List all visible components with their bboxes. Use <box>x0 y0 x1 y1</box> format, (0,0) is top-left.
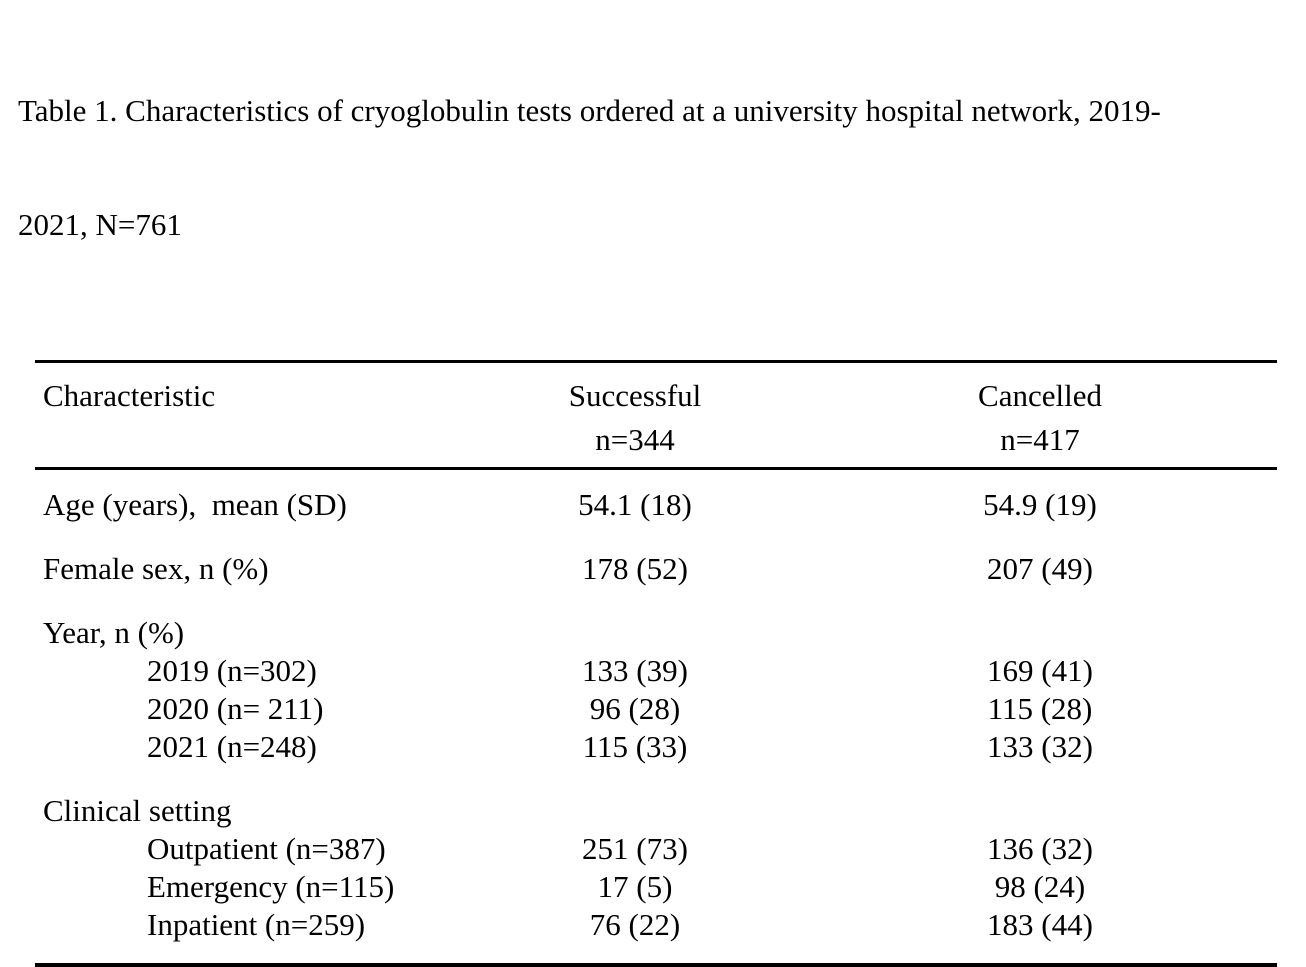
row-label: Year, n (%) <box>43 615 185 650</box>
successful-value: 251 (73) <box>582 831 688 866</box>
table-body: Age (years), mean (SD) 54.1 (18) 54.9 (1… <box>35 470 1277 963</box>
row-label: Outpatient (n=387) <box>147 831 386 866</box>
table-row: Age (years), mean (SD) 54.1 (18) 54.9 (1… <box>35 486 1277 524</box>
row-label: 2021 (n=248) <box>147 729 317 764</box>
successful-value: 115 (33) <box>582 729 688 764</box>
row-label: Female sex, n (%) <box>43 551 269 586</box>
cancelled-value: 207 (49) <box>987 551 1093 586</box>
column-header-cancelled: Cancelled n=417 <box>803 374 1277 462</box>
cancelled-value: 98 (24) <box>994 869 1086 904</box>
table-caption-line-2: 2021, N=761 <box>18 207 182 242</box>
successful-value: 17 (5) <box>597 869 673 904</box>
cancelled-value: 183 (44) <box>987 907 1093 942</box>
cancelled-value: 54.9 (19) <box>983 487 1097 522</box>
table-row: Clinical setting <box>35 792 1277 830</box>
row-label: 2019 (n=302) <box>147 653 317 688</box>
cancelled-value <box>803 792 1277 830</box>
cancelled-value: 169 (41) <box>987 653 1093 688</box>
cancelled-header-n: n=417 <box>1000 422 1080 457</box>
successful-value <box>467 614 803 652</box>
successful-header-n: n=344 <box>595 422 675 457</box>
successful-value <box>467 792 803 830</box>
successful-value: 96 (28) <box>589 691 681 726</box>
successful-value: 178 (52) <box>582 551 688 586</box>
table-row: 2019 (n=302) 133 (39) 169 (41) <box>35 652 1277 690</box>
table-caption: Table 1. Characteristics of cryoglobulin… <box>18 16 1300 320</box>
table-caption-line-1: Table 1. Characteristics of cryoglobulin… <box>18 93 1161 128</box>
cancelled-value: 115 (28) <box>987 691 1093 726</box>
table-row: Female sex, n (%) 178 (52) 207 (49) <box>35 550 1277 588</box>
row-label: Inpatient (n=259) <box>147 907 366 942</box>
cancelled-value: 133 (32) <box>987 729 1093 764</box>
successful-value: 76 (22) <box>589 907 681 942</box>
table-row: Inpatient (n=259) 76 (22) 183 (44) <box>35 906 1277 944</box>
cancelled-header-label: Cancelled <box>978 378 1102 413</box>
row-label: Emergency (n=115) <box>147 869 395 904</box>
cancelled-value <box>803 614 1277 652</box>
successful-header-label: Successful <box>568 378 702 413</box>
row-label: 2020 (n= 211) <box>147 691 324 726</box>
table-header-row: Characteristic Successful n=344 Cancelle… <box>35 363 1277 470</box>
column-header-successful: Successful n=344 <box>467 374 803 462</box>
table-row: Emergency (n=115) 17 (5) 98 (24) <box>35 868 1277 906</box>
row-label: Age (years), mean (SD) <box>43 487 347 522</box>
table-row: 2021 (n=248) 115 (33) 133 (32) <box>35 728 1277 766</box>
successful-value: 54.1 (18) <box>578 487 692 522</box>
table-row: Year, n (%) <box>35 614 1277 652</box>
column-header-characteristic: Characteristic <box>43 378 216 413</box>
successful-value: 133 (39) <box>582 653 688 688</box>
characteristics-table: Characteristic Successful n=344 Cancelle… <box>35 360 1277 967</box>
table-row: 2020 (n= 211) 96 (28) 115 (28) <box>35 690 1277 728</box>
cancelled-value: 136 (32) <box>987 831 1093 866</box>
table-row: Outpatient (n=387) 251 (73) 136 (32) <box>35 830 1277 868</box>
row-label: Clinical setting <box>43 793 232 828</box>
